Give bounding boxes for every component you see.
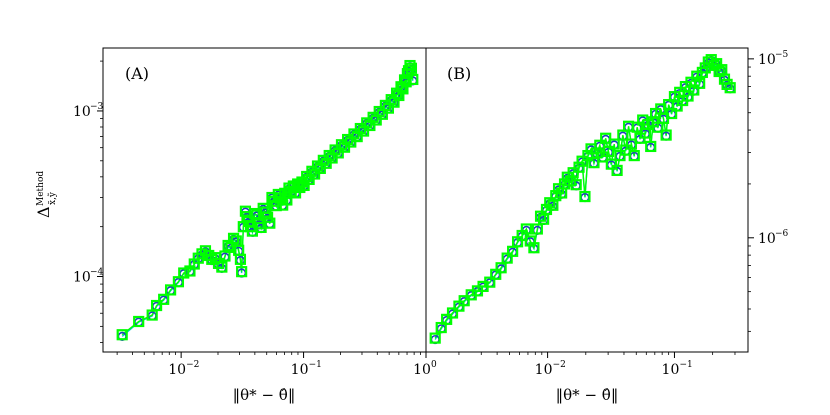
- panel-a-point-square: [407, 73, 419, 86]
- panel-a-point-square: [261, 211, 274, 223]
- panel-b-ytick-exponent: −6: [775, 229, 789, 239]
- panel-b-point-square: [579, 190, 591, 203]
- panel-b-point-square: [611, 164, 623, 177]
- panel-a-point-square: [164, 284, 177, 296]
- panel-a-point-square: [216, 261, 228, 273]
- panel-a-ytick-label: 10: [73, 104, 91, 120]
- panel-b-point-square: [628, 149, 640, 162]
- panel-b-point-square: [441, 313, 453, 325]
- panel-a-point-square: [116, 329, 128, 341]
- panel-b-label: (B): [447, 64, 471, 83]
- panel-a-xtick-exponent: 0: [431, 360, 437, 370]
- panel-b-ytick-label: 10: [758, 52, 776, 68]
- panel-a-xlabel: ‖θ* − θ̂‖: [233, 386, 296, 404]
- panel-a-point-square: [236, 266, 248, 278]
- panel-b-xtick-label: 10: [662, 362, 680, 378]
- panel-a-xtick-label: 10: [413, 362, 431, 378]
- panel-b-point-square: [617, 129, 629, 141]
- panel-b-point-square: [495, 262, 507, 274]
- panel-a-point-square: [405, 62, 418, 74]
- panel-b-point-square: [645, 140, 657, 153]
- panel-a-xtick-label: 10: [168, 362, 186, 378]
- panel-b-point-square: [484, 276, 496, 288]
- panel-a-point-square: [150, 299, 163, 312]
- panel-a-point-square: [219, 250, 231, 262]
- panel-b-point-square: [573, 161, 585, 173]
- panel-b-point-square: [721, 78, 733, 90]
- panel-a-xtick-label: 10: [291, 362, 309, 378]
- panel-b-xlabel: ‖θ* − θ̂‖: [556, 386, 619, 404]
- panel-a-ticks: 10 −2 10 −1 10 010 −410 −3: [73, 60, 437, 378]
- panel-b-point-square: [694, 77, 706, 89]
- panel-a-data: [116, 59, 419, 341]
- panel-b-xtick-exponent: −2: [553, 360, 566, 370]
- panel-b-point-square: [594, 139, 606, 151]
- panel-b-point-square: [724, 82, 736, 94]
- panel-a-series-square-markers: [116, 59, 419, 341]
- panel-b-point-square: [446, 307, 459, 319]
- panel-b-data: [429, 54, 736, 345]
- panel-a-point-square: [264, 217, 276, 229]
- panel-b-point-square: [688, 84, 700, 96]
- panel-a-point-square: [133, 315, 145, 328]
- panel-a: 10 −2 10 −1 10 010 −410 −3 (A) ‖θ* − θ̂‖ Δ Meth…: [34, 47, 437, 404]
- panel-b-point-square: [652, 121, 664, 133]
- panel-a-point-square: [178, 267, 190, 279]
- panel-a-ylabel: Δ Method x̃,ỹ: [34, 171, 58, 218]
- panel-b-point-square: [602, 145, 615, 157]
- panel-b-frame: [425, 47, 749, 353]
- panel-b-point-square: [544, 197, 556, 209]
- panel-b-point-square: [558, 178, 571, 190]
- panel-a-point-square: [158, 293, 170, 305]
- panel-b-point-square: [528, 242, 540, 254]
- panel-b: 10 −2 10 −110 −610 −5 (B) ‖θ* − θ̂‖: [425, 47, 789, 404]
- panel-a-xtick-exponent: −1: [309, 360, 322, 370]
- panel-b-point-square: [625, 138, 638, 150]
- panel-b-point-square: [534, 210, 547, 222]
- panel-b-point-square: [605, 158, 617, 170]
- panel-a-ytick-label: 10: [73, 270, 91, 286]
- panel-b-point-square: [682, 90, 694, 102]
- panel-b-xtick-exponent: −1: [679, 360, 692, 370]
- panel-b-point-square: [660, 129, 672, 141]
- panel-a-point-square: [227, 232, 240, 244]
- panel-a-xtick-exponent: −2: [186, 360, 199, 370]
- panel-b-ytick-exponent: −5: [775, 50, 789, 60]
- ylabel-main: Δ: [34, 206, 53, 218]
- panel-b-point-square: [608, 138, 620, 150]
- panel-b-point-square: [531, 223, 543, 235]
- panel-b-series-square-markers: [429, 54, 736, 344]
- panel-a-point-square: [234, 253, 247, 265]
- panel-b-point-square: [576, 155, 588, 167]
- panel-b-ticks: 10 −2 10 −110 −610 −5: [458, 50, 789, 378]
- panel-b-point-square: [458, 295, 470, 307]
- panel-b-point-square: [429, 332, 441, 344]
- panel-b-point-square: [520, 223, 532, 235]
- ylabel-superscript: Method: [36, 171, 46, 206]
- panel-a-point-square: [404, 59, 416, 72]
- panel-b-ytick-label: 10: [758, 231, 776, 247]
- ylabel-subscript: x̃,ỹ: [47, 191, 58, 205]
- panel-a-ytick-exponent: −3: [90, 102, 104, 112]
- panel-b-point-square: [550, 190, 562, 202]
- panel-b-point-square: [600, 132, 612, 144]
- panel-b-point-square: [570, 179, 582, 191]
- panel-b-xtick-label: 10: [535, 362, 553, 378]
- panel-a-ytick-exponent: −4: [90, 268, 104, 278]
- panel-a-label: (A): [125, 64, 149, 83]
